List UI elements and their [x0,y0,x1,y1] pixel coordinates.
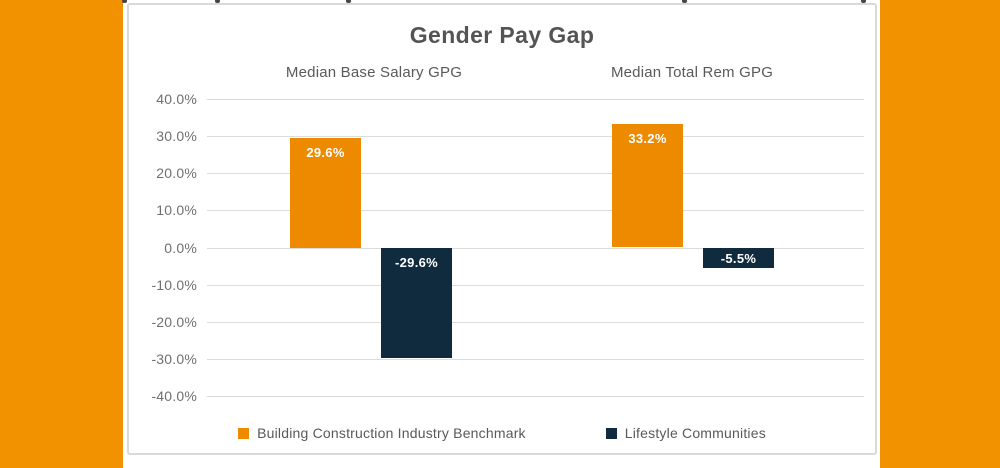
gridline [207,359,864,360]
y-axis-tick-label: -30.0% [151,351,197,367]
bar-lifestyle-group0: -29.6% [381,248,452,358]
y-axis-tick-label: -10.0% [151,277,197,293]
legend-label-benchmark: Building Construction Industry Benchmark [257,425,526,441]
y-axis-tick-label: 40.0% [156,91,197,107]
bar-benchmark-group1: 33.2% [612,124,683,247]
group-label-median-total-rem: Median Total Rem GPG [610,64,774,81]
gridline [207,99,864,100]
y-axis-tick-label: -40.0% [151,388,197,404]
cropped-text-fragment [122,0,127,3]
gridline [207,396,864,397]
gridline [207,322,864,323]
bar-value-label: -5.5% [720,250,757,266]
chart-card: Gender Pay Gap Median Base Salary GPG Me… [127,3,877,455]
y-axis-tick-label: -20.0% [151,314,197,330]
group-label-median-base-salary: Median Base Salary GPG [285,64,463,81]
bar-value-label: 29.6% [306,145,345,160]
left-orange-band [0,0,123,468]
gridline [207,136,864,137]
legend-swatch-orange [238,427,250,439]
bar-value-label: 33.2% [628,131,667,146]
cropped-text-fragment [861,0,866,3]
legend: Building Construction Industry Benchmark… [129,425,875,441]
bar-value-label: -29.6% [395,255,438,270]
plot-area: 40.0% 30.0% 20.0% 10.0% 0.0% -10.0% -20.0% -30.… [151,91,864,404]
y-axis-tick-label: 20.0% [156,165,197,181]
gridline [207,248,864,249]
y-axis-tick-label: 10.0% [156,202,197,218]
bar-lifestyle-group1: -5.5% [703,248,774,268]
chart-title: Gender Pay Gap [409,22,595,48]
gridline [207,173,864,174]
y-axis-tick-label: 0.0% [164,240,197,256]
legend-item-benchmark: Building Construction Industry Benchmark [238,425,526,441]
bar-benchmark-group0: 29.6% [290,138,361,248]
gridline [207,285,864,286]
cropped-text-fragment [215,0,220,3]
right-orange-band [880,0,1000,468]
cropped-text-fragment [346,0,351,3]
gridline [207,210,864,211]
legend-label-lifestyle: Lifestyle Communities [624,425,766,441]
y-axis-tick-label: 30.0% [156,128,197,144]
cropped-text-fragment [682,0,687,3]
legend-swatch-navy [605,427,617,439]
legend-item-lifestyle: Lifestyle Communities [605,425,766,441]
